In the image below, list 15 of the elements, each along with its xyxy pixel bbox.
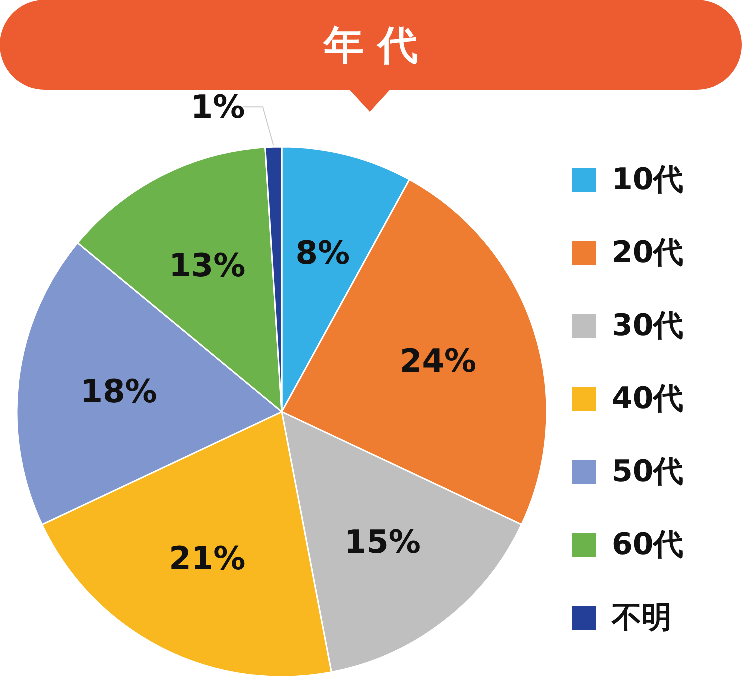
legend-label: 40代 [612, 382, 684, 416]
data-label: 1% [190, 88, 246, 126]
legend-label: 10代 [612, 162, 684, 198]
chart-title: 年 代 [323, 23, 418, 69]
legend-label: 50代 [612, 454, 684, 490]
legend-label: 不明 [611, 600, 672, 636]
data-label: 21% [169, 539, 246, 578]
legend-label: 30代 [612, 308, 684, 344]
data-label: 15% [344, 522, 421, 561]
data-label: 24% [400, 342, 477, 380]
data-label: 18% [80, 372, 158, 410]
data-label: 13% [169, 246, 246, 285]
legend-label: 60代 [612, 528, 684, 562]
data-label: 8% [296, 234, 350, 272]
legend-label: 20代 [612, 236, 684, 270]
